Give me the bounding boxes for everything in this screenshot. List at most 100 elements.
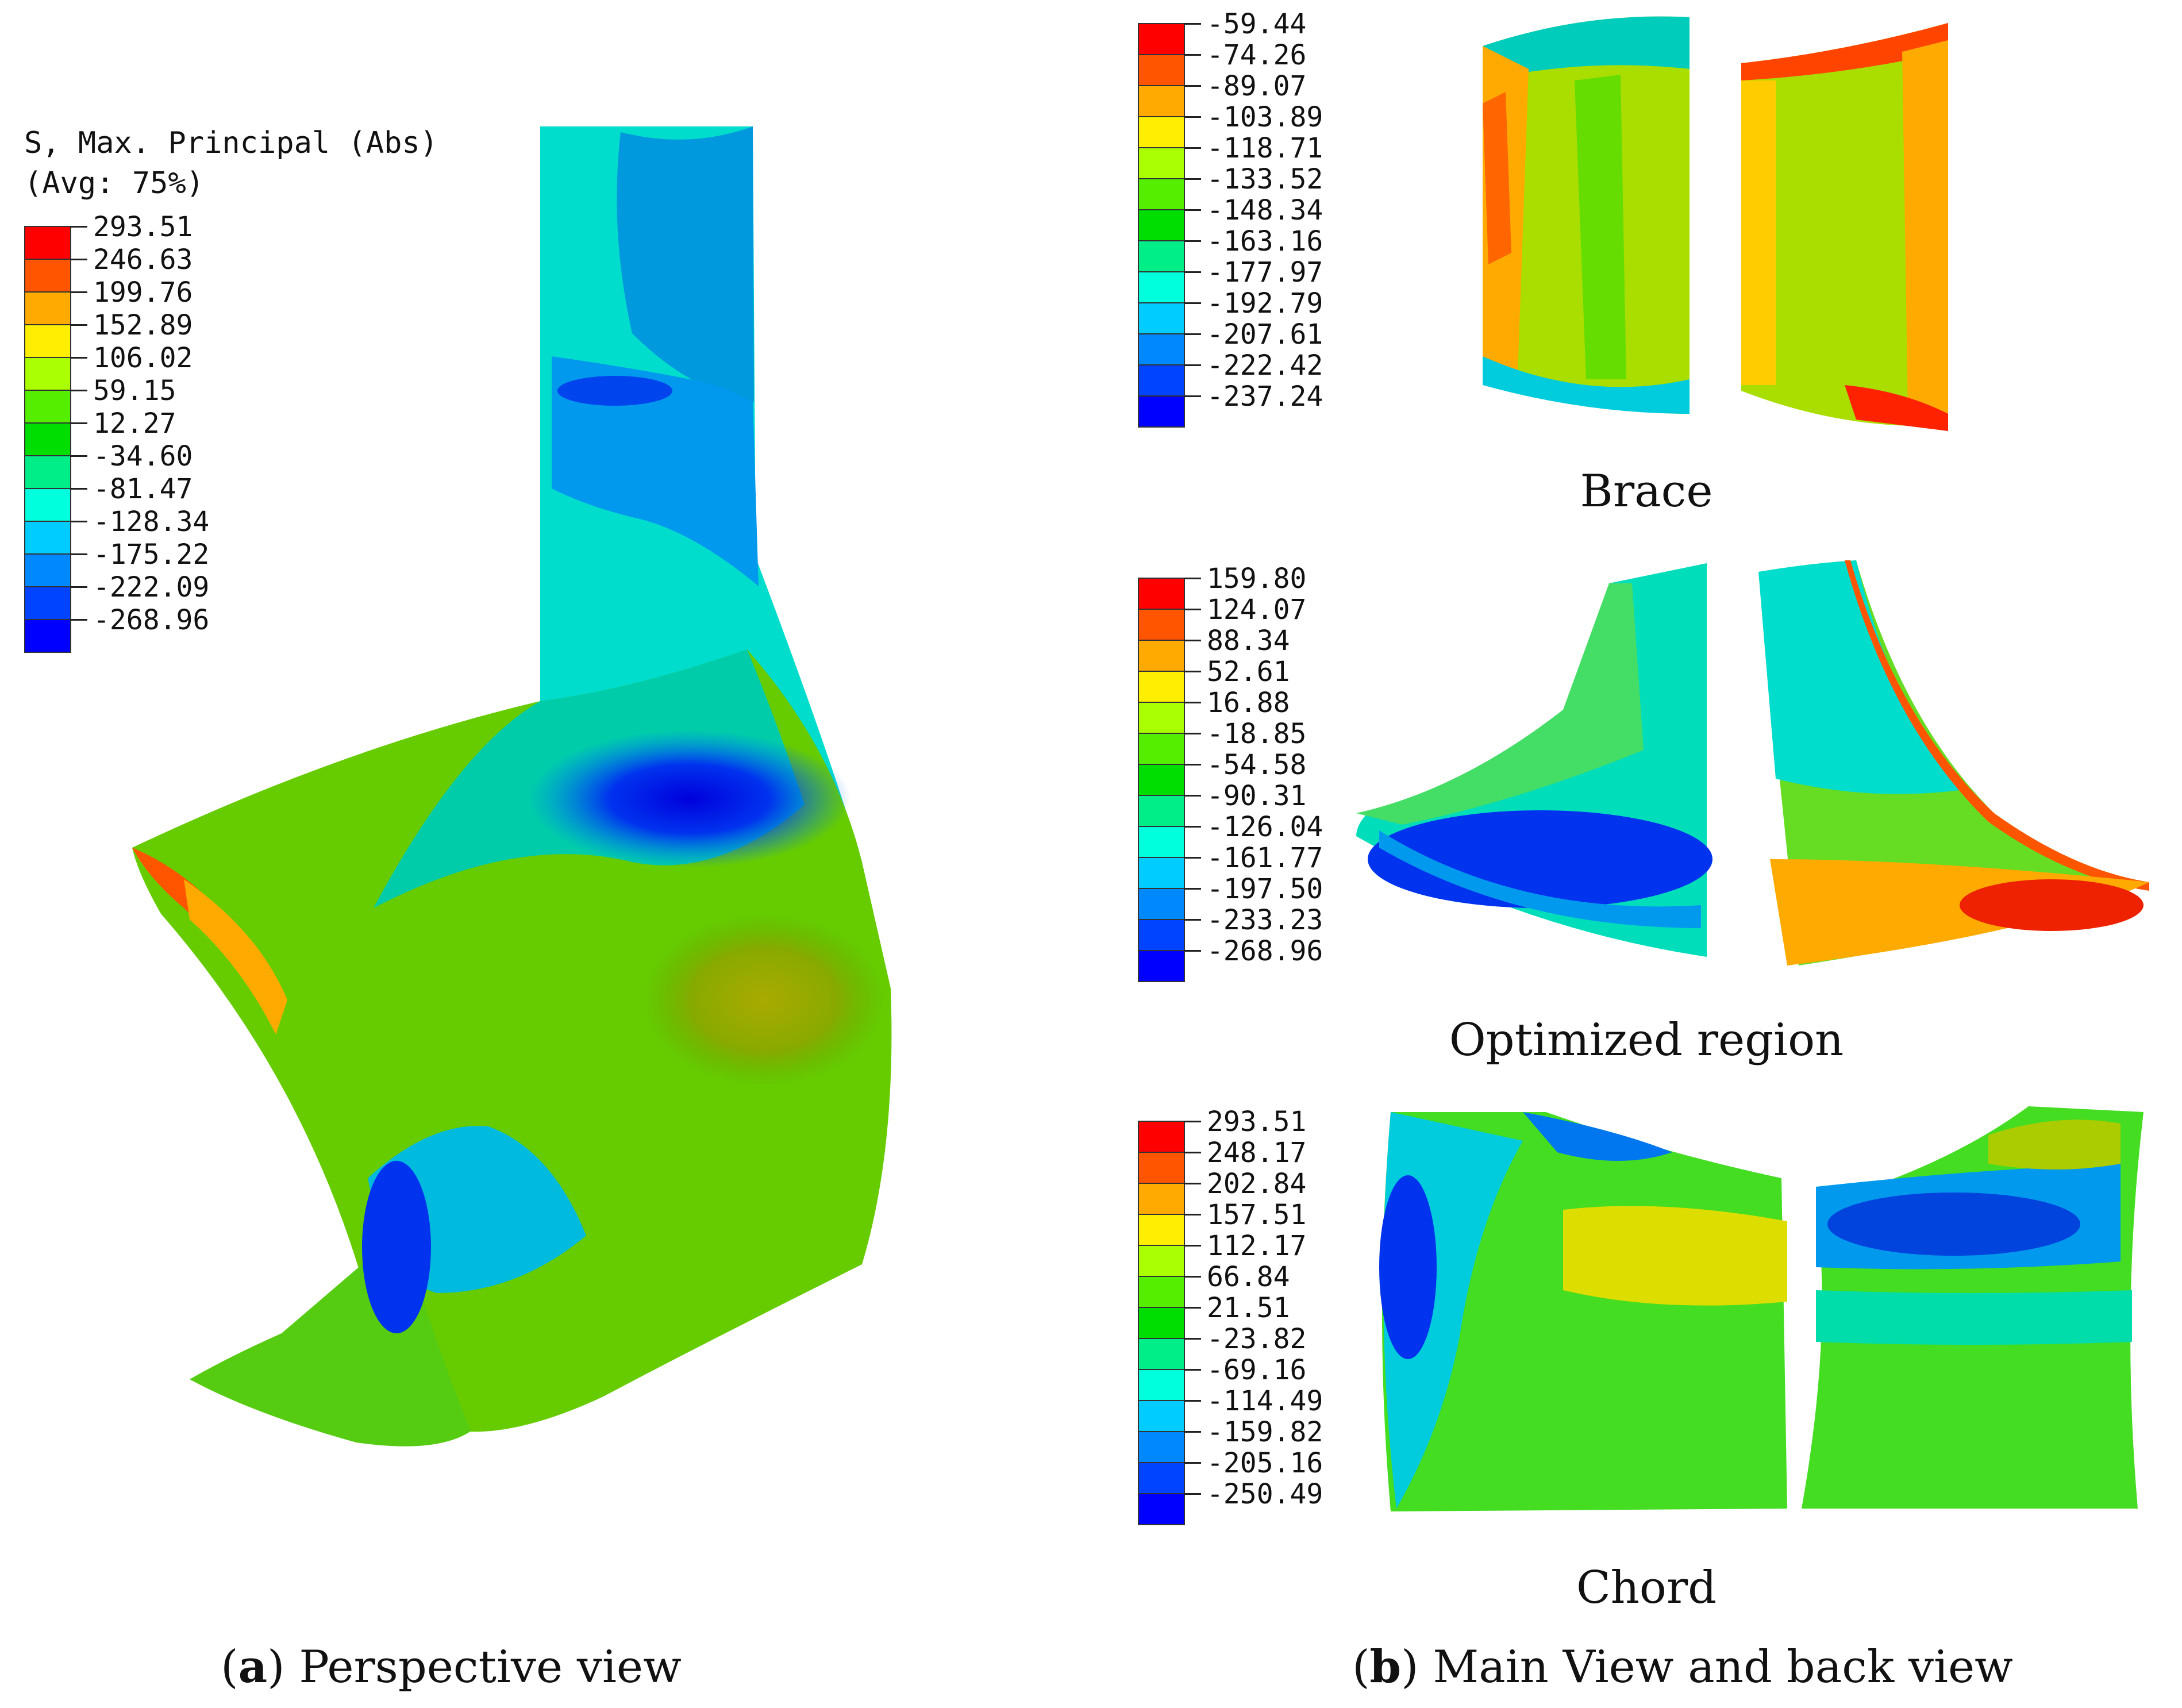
caption-optimized-region: Optimized region bbox=[1449, 1014, 1844, 1066]
legend-tick-label: 12.27 bbox=[93, 407, 176, 440]
legend-swatch bbox=[1138, 85, 1185, 117]
legend-tick-label: 157.51 bbox=[1207, 1199, 1307, 1231]
legend-tick bbox=[1184, 1276, 1201, 1278]
legend-swatch bbox=[1138, 640, 1185, 672]
legend-swatch bbox=[1138, 950, 1185, 982]
legend-tick bbox=[1184, 1369, 1201, 1371]
legend-tick bbox=[1184, 795, 1201, 797]
legend-tick bbox=[70, 553, 87, 555]
caption-brace: Brace bbox=[1580, 466, 1713, 517]
legend-brace: -59.44 -74.26 -89.07 -103.89 -118.71 -133.52-… bbox=[1138, 8, 1460, 428]
legend-tick-label: -34.60 bbox=[93, 440, 193, 472]
legend-tick bbox=[1184, 85, 1201, 87]
legend-tick bbox=[1184, 733, 1201, 734]
legend-tick bbox=[70, 521, 87, 522]
legend-swatch bbox=[1138, 578, 1185, 610]
legend-tick-label: 21.51 bbox=[1207, 1292, 1290, 1324]
legend-tick bbox=[1184, 1400, 1201, 1402]
legend-swatch bbox=[24, 291, 71, 325]
legend-tick bbox=[1184, 609, 1201, 610]
legend-swatch bbox=[24, 357, 71, 391]
caption-chord: Chord bbox=[1576, 1562, 1717, 1614]
legend-tick bbox=[70, 324, 87, 326]
legend-averaging: (Avg: 75%) bbox=[24, 166, 205, 201]
legend-tick bbox=[1184, 888, 1201, 890]
legend-swatch bbox=[1138, 302, 1185, 334]
caption-panel-b-letter: b bbox=[1369, 1641, 1402, 1693]
caption-panel-b: (b) Main View and back view bbox=[1352, 1641, 2013, 1693]
legend-swatch bbox=[24, 226, 71, 260]
chord-main-view bbox=[1379, 1112, 1787, 1511]
caption-panel-a-text: Perspective view bbox=[284, 1641, 682, 1693]
legend-tick bbox=[1184, 826, 1201, 828]
legend-swatch bbox=[1138, 1214, 1185, 1246]
legend-tick bbox=[70, 422, 87, 424]
legend-tick-label: -81.47 bbox=[93, 473, 193, 505]
legend-tick bbox=[1184, 1245, 1201, 1247]
brace-blue-spot bbox=[557, 376, 672, 406]
legend-tick-label: -175.22 bbox=[93, 538, 210, 571]
chord-blue-hotspot bbox=[362, 1161, 431, 1333]
legend-tick-label: -161.77 bbox=[1207, 842, 1323, 874]
brace-main-top-band bbox=[1483, 16, 1690, 80]
legend-swatch bbox=[1138, 1276, 1185, 1308]
legend-swatch bbox=[1138, 364, 1185, 397]
legend-swatch bbox=[1138, 1400, 1185, 1432]
legend-tick-label: -250.49 bbox=[1207, 1478, 1323, 1510]
legend-tick bbox=[1184, 147, 1201, 149]
legend-tick-label: -118.71 bbox=[1207, 132, 1323, 164]
legend-swatch bbox=[1138, 1338, 1185, 1370]
legend-tick-label: -59.44 bbox=[1207, 8, 1307, 40]
legend-tick-label: -207.61 bbox=[1207, 318, 1323, 351]
caption-close-paren: ) bbox=[267, 1641, 285, 1693]
legend-tick-label: -268.96 bbox=[1207, 935, 1323, 967]
legend-tick bbox=[1184, 950, 1201, 952]
optimized-main-green bbox=[1356, 583, 1644, 825]
legend-swatch bbox=[1138, 54, 1185, 86]
optimized-back-red-rim bbox=[1845, 560, 2149, 891]
legend-optimized-region: 159.80 124.07 88.34 52.61 16.88 -18.85 -54.58-… bbox=[1138, 563, 1460, 982]
chord-red-edge bbox=[132, 848, 268, 1011]
caption-panel-a-letter: a bbox=[238, 1641, 268, 1693]
legend-tick-label: -148.34 bbox=[1207, 194, 1323, 226]
legend-tick-label: 293.51 bbox=[1207, 1106, 1307, 1138]
legend-tick bbox=[1184, 1493, 1201, 1495]
legend-tick bbox=[1184, 1338, 1201, 1340]
legend-tick-label: -69.16 bbox=[1207, 1354, 1307, 1386]
legend-swatch bbox=[1138, 1493, 1185, 1525]
legend-swatch bbox=[1138, 733, 1185, 765]
legend-tick-label: -103.89 bbox=[1207, 101, 1323, 133]
legend-tick-label: -89.07 bbox=[1207, 70, 1307, 102]
legend-tick-label: -90.31 bbox=[1207, 780, 1307, 812]
legend-tick-label: -268.96 bbox=[93, 604, 210, 636]
chord-orange-edge bbox=[184, 879, 287, 1034]
legend-swatch bbox=[1138, 1121, 1185, 1153]
legend-swatch bbox=[24, 586, 71, 620]
legend-swatch bbox=[1138, 333, 1185, 366]
brace-blue-hotspot bbox=[529, 730, 851, 868]
legend-tick-label: 52.61 bbox=[1207, 656, 1290, 688]
legend-tick bbox=[1184, 1152, 1201, 1153]
caption-open-paren: ( bbox=[1352, 1641, 1370, 1693]
legend-tick bbox=[1184, 178, 1201, 180]
perspective-view-model bbox=[132, 126, 892, 1447]
optimized-back-teal bbox=[1758, 560, 1960, 794]
legend-tick-label: 112.17 bbox=[1207, 1230, 1307, 1262]
legend-swatch bbox=[24, 390, 71, 424]
legend-tick-label: -23.82 bbox=[1207, 1323, 1307, 1355]
legend-tick bbox=[1184, 116, 1201, 118]
legend-tick-label: 152.89 bbox=[93, 309, 193, 341]
legend-tick-label: -126.04 bbox=[1207, 811, 1323, 843]
legend-tick-label: -177.97 bbox=[1207, 256, 1323, 288]
legend-tick-label: 66.84 bbox=[1207, 1261, 1290, 1293]
legend-swatch bbox=[1138, 888, 1185, 920]
legend-tick-label: 106.02 bbox=[93, 342, 193, 374]
legend-tick bbox=[1184, 1307, 1201, 1309]
brace-dark-band bbox=[617, 126, 754, 402]
legend-tick-label: 16.88 bbox=[1207, 687, 1290, 719]
legend-swatch bbox=[1138, 702, 1185, 734]
brace-back-bottom-hot bbox=[1845, 385, 1948, 431]
legend-swatch bbox=[1138, 1183, 1185, 1215]
legend-tick bbox=[70, 357, 87, 359]
legend-tick bbox=[70, 586, 87, 588]
